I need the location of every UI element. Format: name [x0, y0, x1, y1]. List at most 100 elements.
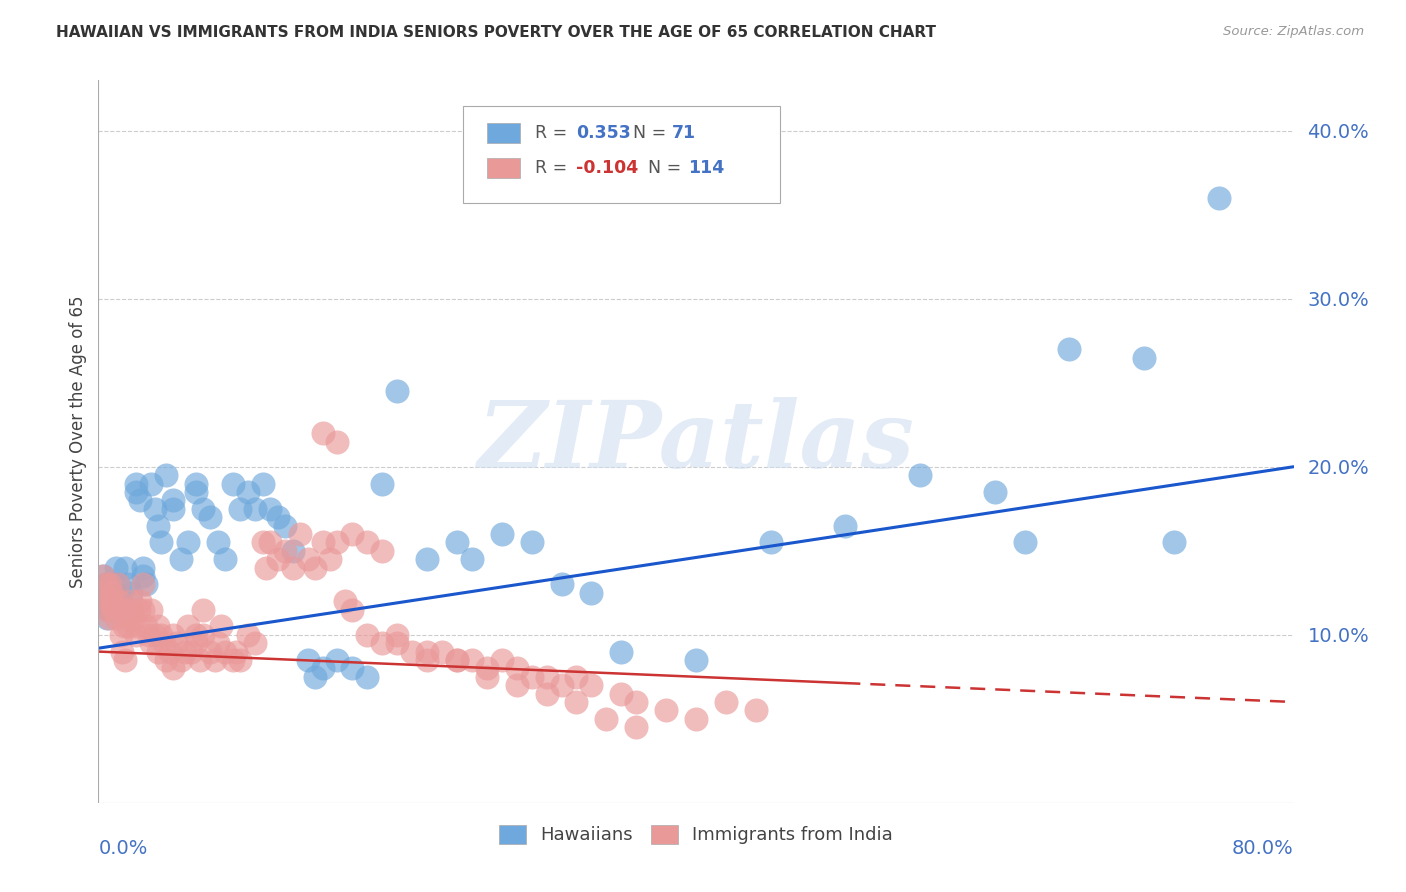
- Point: [506, 661, 529, 675]
- Point: [1014, 535, 1036, 549]
- Point: [94, 594, 117, 608]
- Point: [311, 661, 333, 675]
- Point: [319, 552, 342, 566]
- Point: [150, 628, 173, 642]
- Point: [169, 552, 191, 566]
- Point: [267, 510, 290, 524]
- Point: [326, 535, 349, 549]
- Point: [153, 636, 176, 650]
- Point: [371, 476, 394, 491]
- Point: [112, 619, 135, 633]
- Point: [581, 586, 603, 600]
- Point: [93, 586, 115, 600]
- Point: [132, 577, 155, 591]
- Point: [430, 644, 453, 658]
- Point: [274, 543, 297, 558]
- Point: [475, 670, 498, 684]
- Point: [461, 552, 484, 566]
- Point: [114, 602, 136, 616]
- Point: [125, 485, 148, 500]
- Point: [491, 653, 513, 667]
- Point: [326, 434, 349, 449]
- Point: [461, 653, 484, 667]
- Point: [91, 569, 114, 583]
- Point: [139, 636, 162, 650]
- Point: [581, 678, 603, 692]
- Point: [101, 586, 124, 600]
- Point: [135, 619, 157, 633]
- Point: [416, 552, 439, 566]
- Point: [191, 628, 214, 642]
- Point: [110, 628, 132, 642]
- Point: [124, 611, 146, 625]
- Point: [125, 476, 148, 491]
- Point: [108, 594, 131, 608]
- Point: [446, 653, 468, 667]
- Point: [685, 712, 707, 726]
- Point: [595, 712, 617, 726]
- Point: [1208, 191, 1230, 205]
- Point: [225, 644, 247, 658]
- Point: [207, 535, 229, 549]
- Point: [98, 577, 122, 591]
- Point: [184, 476, 207, 491]
- Y-axis label: Seniors Poverty Over the Age of 65: Seniors Poverty Over the Age of 65: [69, 295, 87, 588]
- Point: [162, 501, 184, 516]
- Point: [304, 670, 326, 684]
- Point: [101, 577, 124, 591]
- Point: [342, 661, 364, 675]
- FancyBboxPatch shape: [463, 105, 780, 203]
- Point: [135, 577, 157, 591]
- Point: [229, 653, 252, 667]
- Text: N =: N =: [633, 124, 672, 142]
- Point: [222, 476, 245, 491]
- Point: [120, 594, 142, 608]
- Point: [191, 602, 214, 616]
- Point: [401, 644, 423, 658]
- Point: [506, 678, 529, 692]
- Text: 0.353: 0.353: [576, 124, 631, 142]
- Text: HAWAIIAN VS IMMIGRANTS FROM INDIA SENIORS POVERTY OVER THE AGE OF 65 CORRELATION: HAWAIIAN VS IMMIGRANTS FROM INDIA SENIOR…: [56, 25, 936, 40]
- Point: [342, 527, 364, 541]
- Point: [98, 594, 122, 608]
- Point: [111, 602, 134, 616]
- Point: [174, 644, 197, 658]
- Point: [117, 619, 139, 633]
- Point: [177, 619, 200, 633]
- Point: [267, 552, 290, 566]
- Point: [536, 687, 558, 701]
- Point: [371, 636, 394, 650]
- Point: [132, 602, 155, 616]
- Point: [714, 695, 737, 709]
- Point: [184, 636, 207, 650]
- Point: [385, 628, 409, 642]
- Point: [107, 577, 129, 591]
- Point: [148, 619, 170, 633]
- Point: [97, 602, 120, 616]
- Point: [143, 628, 166, 642]
- Point: [626, 720, 648, 734]
- Point: [120, 602, 142, 616]
- Point: [214, 552, 236, 566]
- Text: 80.0%: 80.0%: [1232, 838, 1294, 858]
- Point: [105, 560, 128, 574]
- Point: [97, 611, 120, 625]
- Point: [155, 468, 177, 483]
- Point: [446, 535, 468, 549]
- Point: [610, 644, 633, 658]
- Point: [107, 577, 129, 591]
- Point: [536, 670, 558, 684]
- Point: [626, 695, 648, 709]
- Point: [148, 518, 170, 533]
- Point: [204, 653, 226, 667]
- Point: [475, 661, 498, 675]
- Point: [200, 510, 222, 524]
- Text: 114: 114: [688, 159, 724, 177]
- Point: [356, 628, 378, 642]
- Point: [288, 527, 311, 541]
- Point: [229, 501, 252, 516]
- Point: [342, 602, 364, 616]
- Point: [129, 594, 152, 608]
- Point: [984, 485, 1007, 500]
- Point: [259, 501, 281, 516]
